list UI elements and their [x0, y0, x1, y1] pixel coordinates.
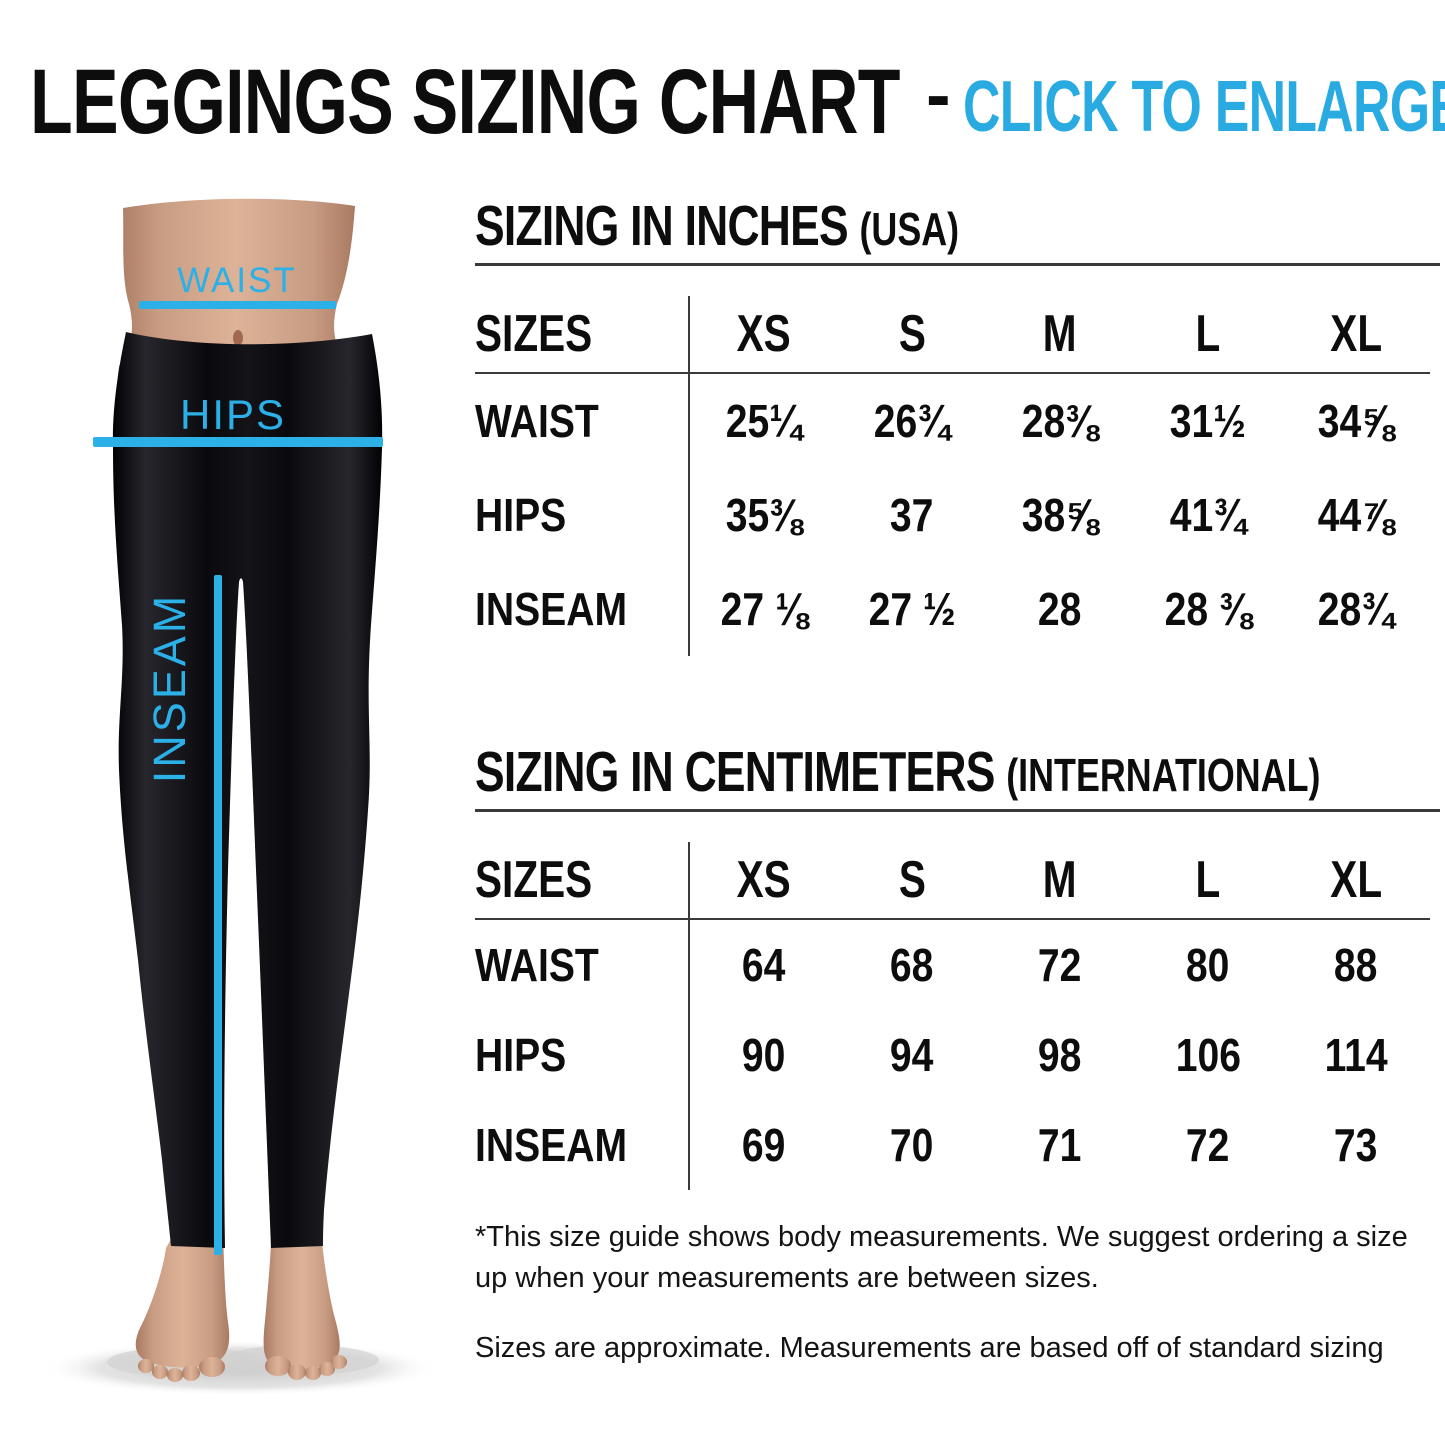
header-cell-l: L	[1134, 842, 1282, 920]
value-cell: 73	[1334, 1119, 1378, 1171]
row-label-cell: HIPS	[475, 1010, 690, 1100]
value-cell: 28	[1038, 583, 1082, 635]
page-title: LEGGINGS SIZING CHART	[30, 51, 900, 153]
value-cell: 34⅝	[1317, 395, 1395, 447]
title-separator: -	[926, 53, 951, 136]
row-label-cell: HIPS	[475, 468, 690, 562]
value-cell: 64	[742, 939, 786, 991]
value-cell: 28⅜	[1021, 395, 1099, 447]
row-label-cell: INSEAM	[475, 1100, 690, 1190]
header-cell-m: M	[986, 842, 1134, 920]
value-cell: 44⅞	[1317, 489, 1395, 541]
leggings	[112, 332, 383, 1248]
measurement-guides: WAIST HIPS INSEAM	[93, 261, 383, 1255]
inches-title-text: SIZING IN INCHES	[475, 194, 849, 258]
header-cell-s: S	[838, 842, 986, 920]
header-cell-xs: XS	[690, 296, 838, 374]
value-cell: 41¾	[1169, 489, 1247, 541]
leggings-figure-svg: WAIST HIPS INSEAM	[40, 198, 440, 1396]
value-cell: 31½	[1169, 395, 1247, 447]
hips-label: HIPS	[180, 391, 286, 438]
value-cell: 27 ½	[868, 583, 956, 635]
value-cell: 28 ⅜	[1164, 583, 1252, 635]
row-label-cell: WAIST	[475, 374, 690, 468]
value-cell: 38⅝	[1021, 489, 1099, 541]
cm-title-text: SIZING IN CENTIMETERS	[475, 740, 995, 804]
value-cell: 71	[1038, 1119, 1082, 1171]
header-cell-l: L	[1134, 296, 1282, 374]
inches-table-title: SIZING IN INCHES (USA)	[475, 195, 1228, 257]
value-cell: 90	[742, 1029, 786, 1081]
waist-line	[139, 301, 336, 309]
value-cell: 26¾	[873, 395, 951, 447]
sizing-table-inches: SIZING IN INCHES (USA) SIZES XS S M L XL…	[475, 195, 1440, 656]
divider	[475, 263, 1440, 266]
right-foot	[263, 1232, 347, 1380]
header-cell-s: S	[838, 296, 986, 374]
header-cell-m: M	[986, 296, 1134, 374]
value-cell: 72	[1186, 1119, 1230, 1171]
divider	[475, 809, 1440, 812]
value-cell: 88	[1334, 939, 1378, 991]
value-cell: 114	[1324, 1029, 1388, 1081]
value-cell: 80	[1186, 939, 1230, 991]
click-to-enlarge-link[interactable]: CLICK TO ENLARGE	[963, 67, 1445, 147]
value-cell: 68	[890, 939, 934, 991]
row-label-cell: INSEAM	[475, 562, 690, 656]
hips-line	[93, 437, 383, 447]
centimeters-grid: SIZES XS S M L XL WAIST 64 68 72 80 88 H…	[475, 842, 1440, 1190]
header-cell-sizes: SIZES	[475, 296, 690, 374]
value-cell: 27 ⅛	[720, 583, 808, 635]
sizing-content: SIZING IN INCHES (USA) SIZES XS S M L XL…	[475, 195, 1440, 1370]
value-cell: 70	[890, 1119, 934, 1171]
value-cell: 72	[1038, 939, 1082, 991]
value-cell: 28¾	[1317, 583, 1395, 635]
cm-table-title: SIZING IN CENTIMETERS (INTERNATIONAL)	[475, 740, 1320, 804]
value-cell: 25¼	[725, 395, 803, 447]
header-cell-xs: XS	[690, 842, 838, 920]
footnote-body-measurements: *This size guide shows body measurements…	[475, 1221, 1408, 1295]
value-cell: 98	[1038, 1029, 1082, 1081]
inseam-line	[214, 575, 222, 1255]
inches-grid: SIZES XS S M L XL WAIST 25¼ 26¾ 28⅜ 31½ …	[475, 296, 1440, 656]
value-cell: 94	[890, 1029, 934, 1081]
navel	[233, 330, 243, 346]
row-label-cell: WAIST	[475, 920, 690, 1010]
waist-label: WAIST	[177, 261, 297, 300]
footnote-approximate: Sizes are approximate. Measurements are …	[475, 1332, 1384, 1365]
value-cell: 106	[1175, 1029, 1241, 1081]
value-cell: 69	[742, 1119, 786, 1171]
cm-title-suffix: (INTERNATIONAL)	[1006, 749, 1321, 801]
value-cell: 35⅜	[725, 489, 803, 541]
header-cell-xl: XL	[1282, 842, 1430, 920]
left-foot	[135, 1232, 230, 1382]
sizing-table-centimeters: SIZING IN CENTIMETERS (INTERNATIONAL) SI…	[475, 741, 1440, 1190]
header-cell-xl: XL	[1282, 296, 1430, 374]
header-cell-sizes: SIZES	[475, 842, 690, 920]
inches-title-suffix: (USA)	[859, 203, 960, 255]
value-cell: 37	[890, 489, 934, 541]
leggings-figure: WAIST HIPS INSEAM	[35, 170, 480, 1445]
inseam-label: INSEAM	[144, 593, 195, 784]
